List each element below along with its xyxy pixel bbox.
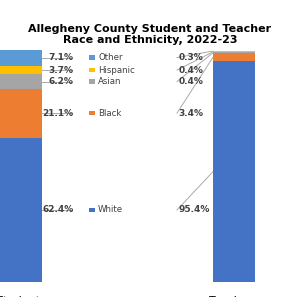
Text: 95.4%: 95.4% — [178, 205, 210, 214]
Bar — [0, 66, 42, 74]
Text: Allegheny County Student and Teacher
Race and Ethnicity, 2022-23: Allegheny County Student and Teacher Rac… — [28, 24, 272, 45]
Bar — [213, 53, 255, 61]
Text: Students: Students — [0, 296, 46, 297]
Bar — [88, 56, 95, 60]
Text: 21.1%: 21.1% — [42, 109, 74, 118]
Bar — [0, 74, 42, 89]
Bar — [213, 51, 255, 52]
Text: 0.3%: 0.3% — [178, 53, 203, 62]
Text: White: White — [98, 205, 123, 214]
Text: Hispanic: Hispanic — [98, 66, 135, 75]
Text: Teachers: Teachers — [209, 296, 259, 297]
Text: 3.4%: 3.4% — [178, 109, 203, 118]
Text: 6.2%: 6.2% — [49, 77, 74, 86]
Text: 3.7%: 3.7% — [49, 66, 74, 75]
Bar — [0, 89, 42, 138]
Bar — [0, 49, 42, 66]
Text: Black: Black — [98, 109, 122, 118]
Text: 62.4%: 62.4% — [42, 205, 74, 214]
Bar — [213, 61, 255, 282]
Text: Asian: Asian — [98, 77, 122, 86]
Text: 0.4%: 0.4% — [178, 66, 203, 75]
Bar — [213, 52, 255, 53]
Text: Other: Other — [98, 53, 123, 62]
Bar — [0, 138, 42, 282]
Text: 0.4%: 0.4% — [178, 77, 203, 86]
Bar — [88, 80, 95, 84]
Bar — [88, 208, 95, 212]
Bar — [88, 68, 95, 72]
Bar — [88, 111, 95, 115]
Text: 7.1%: 7.1% — [49, 53, 74, 62]
